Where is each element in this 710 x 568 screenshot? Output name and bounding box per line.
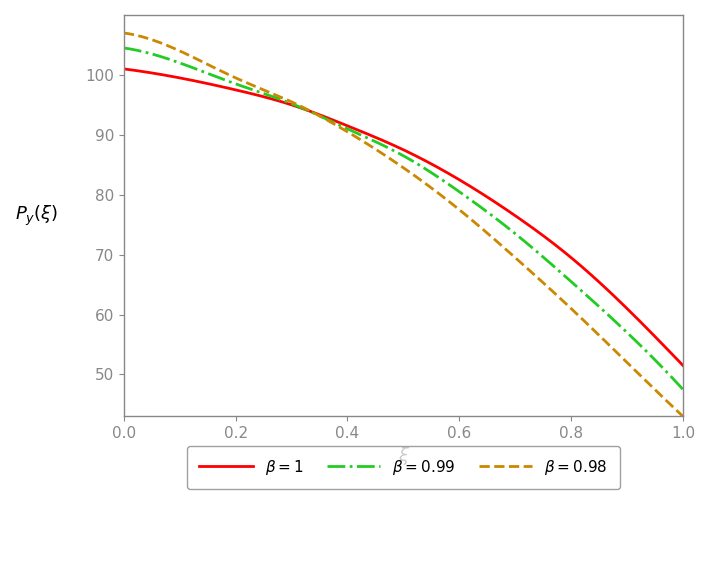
Y-axis label: $P_y(\xi)$: $P_y(\xi)$ [15,203,58,228]
X-axis label: ξ: ξ [398,446,408,465]
Legend: $\beta=1$, $\beta=0.99$, $\beta=0.98$: $\beta=1$, $\beta=0.99$, $\beta=0.98$ [187,445,620,489]
